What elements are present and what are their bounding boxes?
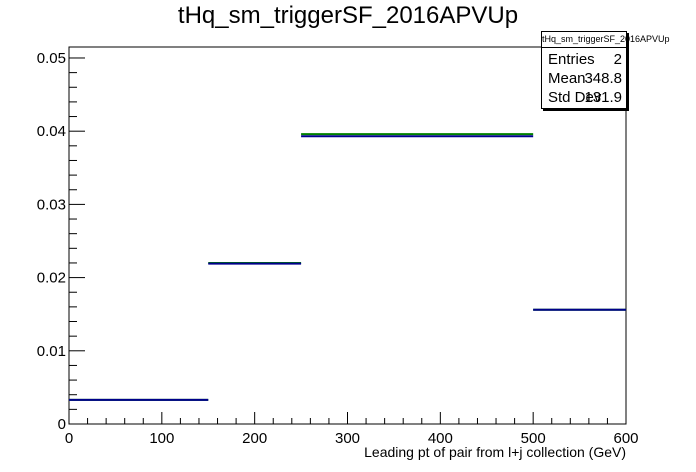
stats-mean-row: Mean 348.8 xyxy=(548,69,622,88)
y-tick-label: 0.05 xyxy=(37,50,66,67)
x-tick-label: 100 xyxy=(149,430,174,447)
x-tick-label: 600 xyxy=(613,430,638,447)
y-tick-label: 0.01 xyxy=(37,343,66,360)
y-tick-label: 0 xyxy=(58,416,66,433)
y-tick-label: 0.04 xyxy=(37,123,66,140)
stats-mean-value: 348.8 xyxy=(584,70,622,87)
y-tick-label: 0.02 xyxy=(37,270,66,287)
stats-std-row: Std Dev 131.9 xyxy=(548,88,622,107)
stats-entries-value: 2 xyxy=(613,51,622,68)
histogram-bins xyxy=(69,133,626,401)
x-tick-label: 200 xyxy=(242,430,267,447)
stats-box-title: tHq_sm_triggerSF_2016APVUp xyxy=(542,32,670,48)
axes: 0 100 200 300 400 500 600 0 0.01 0.02 0.03 0.04 0.05… xyxy=(37,50,639,460)
x-tick-label: 400 xyxy=(428,430,453,447)
stats-box: tHq_sm_triggerSF_2016APVUp Entries 2 Mea… xyxy=(541,31,670,109)
x-tick-label: 500 xyxy=(521,430,546,447)
x-tick-label: 0 xyxy=(65,430,73,447)
stats-entries-row: Entries 2 xyxy=(548,50,622,69)
stats-mean-label: Mean xyxy=(548,70,586,87)
x-tick-label: 300 xyxy=(335,430,360,447)
chart-title: tHq_sm_triggerSF_2016APVUp xyxy=(177,2,519,29)
stats-std-value: 131.9 xyxy=(584,89,622,106)
y-tick-label: 0.03 xyxy=(37,196,66,213)
stats-entries-label: Entries xyxy=(548,51,595,68)
x-axis-title: Leading pt of pair from l+j collection (… xyxy=(364,444,626,460)
stats-std-label: Std Dev xyxy=(548,89,602,106)
